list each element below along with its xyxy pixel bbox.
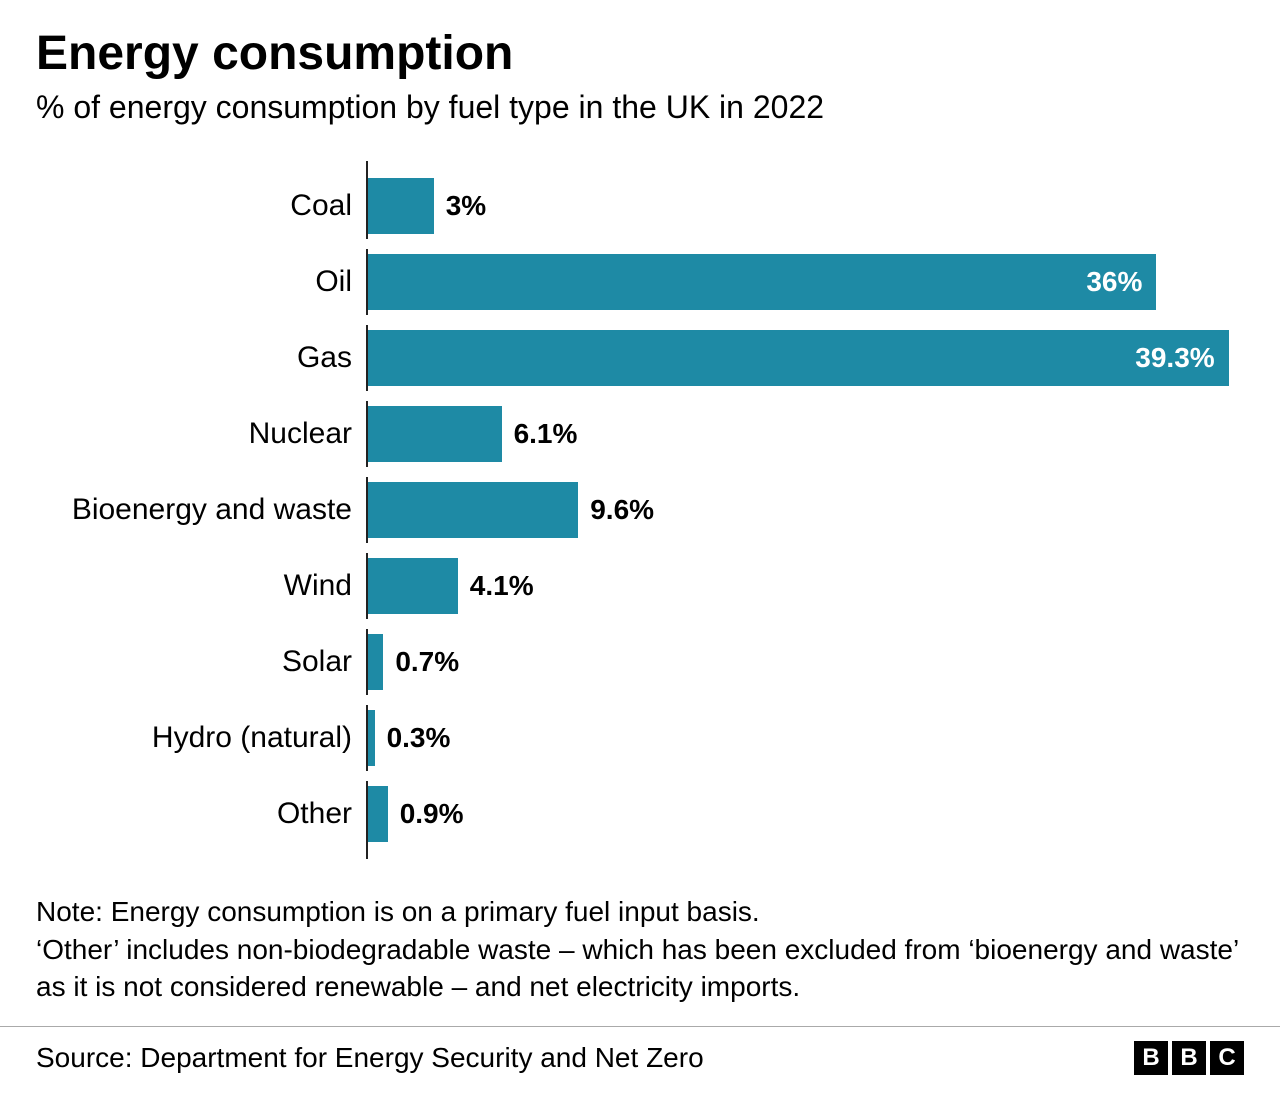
value-label: 3% [446, 190, 486, 222]
bar-row: Oil 36% [36, 249, 1244, 315]
bar-zone: 39.3% [366, 325, 1244, 391]
bar-row: Bioenergy and waste 9.6% [36, 477, 1244, 543]
value-label: 39.3% [1135, 342, 1214, 374]
category-label: Hydro (natural) [36, 721, 366, 755]
category-label: Coal [36, 189, 366, 223]
bar-zone: 0.9% [366, 781, 1244, 847]
logo-letter: B [1134, 1041, 1168, 1075]
bbc-logo: B B C [1134, 1041, 1244, 1075]
source-text: Source: Department for Energy Security a… [36, 1042, 704, 1074]
category-label: Other [36, 797, 366, 831]
value-label: 0.3% [387, 722, 451, 754]
value-label: 0.9% [400, 798, 464, 830]
bar [368, 710, 375, 766]
value-label: 0.7% [395, 646, 459, 678]
chart-subtitle: % of energy consumption by fuel type in … [36, 87, 1244, 127]
bar-zone: 0.3% [366, 705, 1244, 771]
category-label: Bioenergy and waste [36, 493, 366, 527]
axis-bottom-tick [36, 847, 1244, 859]
value-label: 6.1% [514, 418, 578, 450]
bar-row: Nuclear 6.1% [36, 401, 1244, 467]
category-label: Solar [36, 645, 366, 679]
note-line: ‘Other’ includes non-biodegradable waste… [36, 931, 1244, 1007]
bar-zone: 4.1% [366, 553, 1244, 619]
category-label: Oil [36, 265, 366, 299]
chart-title: Energy consumption [36, 28, 1244, 81]
bar-zone: 9.6% [366, 477, 1244, 543]
value-label: 4.1% [470, 570, 534, 602]
note-line: Note: Energy consumption is on a primary… [36, 893, 1244, 931]
category-label: Gas [36, 341, 366, 375]
category-label: Nuclear [36, 417, 366, 451]
bar-row: Wind 4.1% [36, 553, 1244, 619]
bar [368, 254, 1156, 310]
bar-row: Other 0.9% [36, 781, 1244, 847]
bar [368, 634, 383, 690]
bar-row: Coal 3% [36, 173, 1244, 239]
bar-zone: 3% [366, 173, 1244, 239]
bar-zone: 6.1% [366, 401, 1244, 467]
bar-zone: 0.7% [366, 629, 1244, 695]
chart-note: Note: Energy consumption is on a primary… [36, 893, 1244, 1026]
bar [368, 178, 434, 234]
bar-row: Gas 39.3% [36, 325, 1244, 391]
bar-row: Hydro (natural) 0.3% [36, 705, 1244, 771]
bar-zone: 36% [366, 249, 1244, 315]
logo-letter: C [1210, 1041, 1244, 1075]
value-label: 9.6% [590, 494, 654, 526]
bar-chart: Coal 3% Oil 36% Gas 39.3% Nuclear 6.1% Bioenergy… [36, 161, 1244, 859]
bar-row: Solar 0.7% [36, 629, 1244, 695]
footer: Source: Department for Energy Security a… [0, 1026, 1280, 1075]
value-label: 36% [1086, 266, 1142, 298]
bar [368, 482, 578, 538]
category-label: Wind [36, 569, 366, 603]
bar [368, 330, 1229, 386]
bar [368, 406, 502, 462]
bar [368, 786, 388, 842]
axis-top-tick [36, 161, 1244, 173]
logo-letter: B [1172, 1041, 1206, 1075]
bar [368, 558, 458, 614]
